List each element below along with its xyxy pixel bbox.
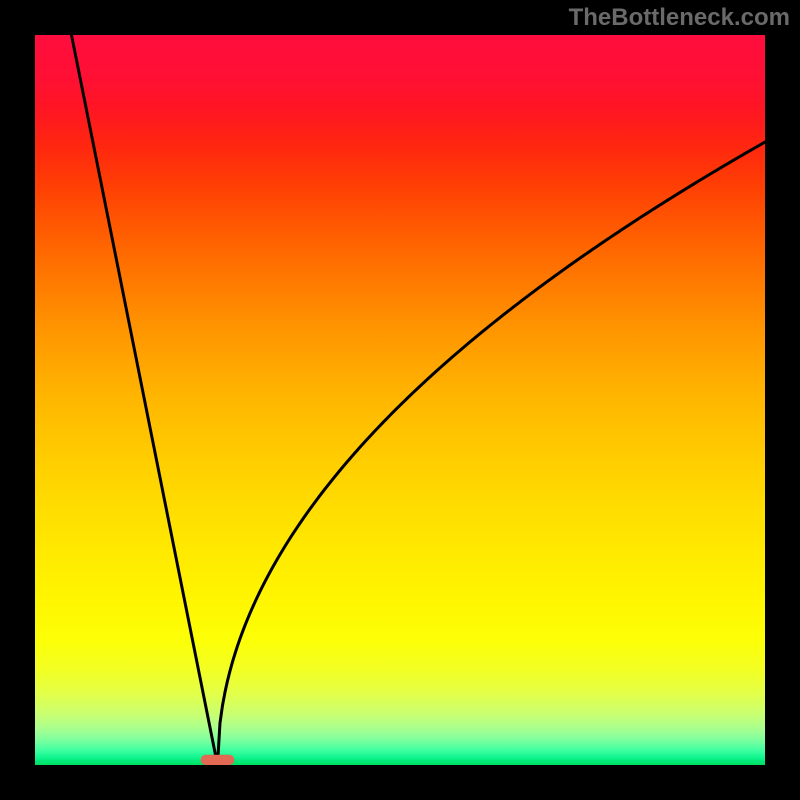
minimum-marker — [201, 755, 235, 765]
watermark-text: TheBottleneck.com — [569, 4, 790, 32]
chart-stage: TheBottleneck.com — [0, 0, 800, 800]
bottleneck-v-curve-chart — [0, 0, 800, 800]
